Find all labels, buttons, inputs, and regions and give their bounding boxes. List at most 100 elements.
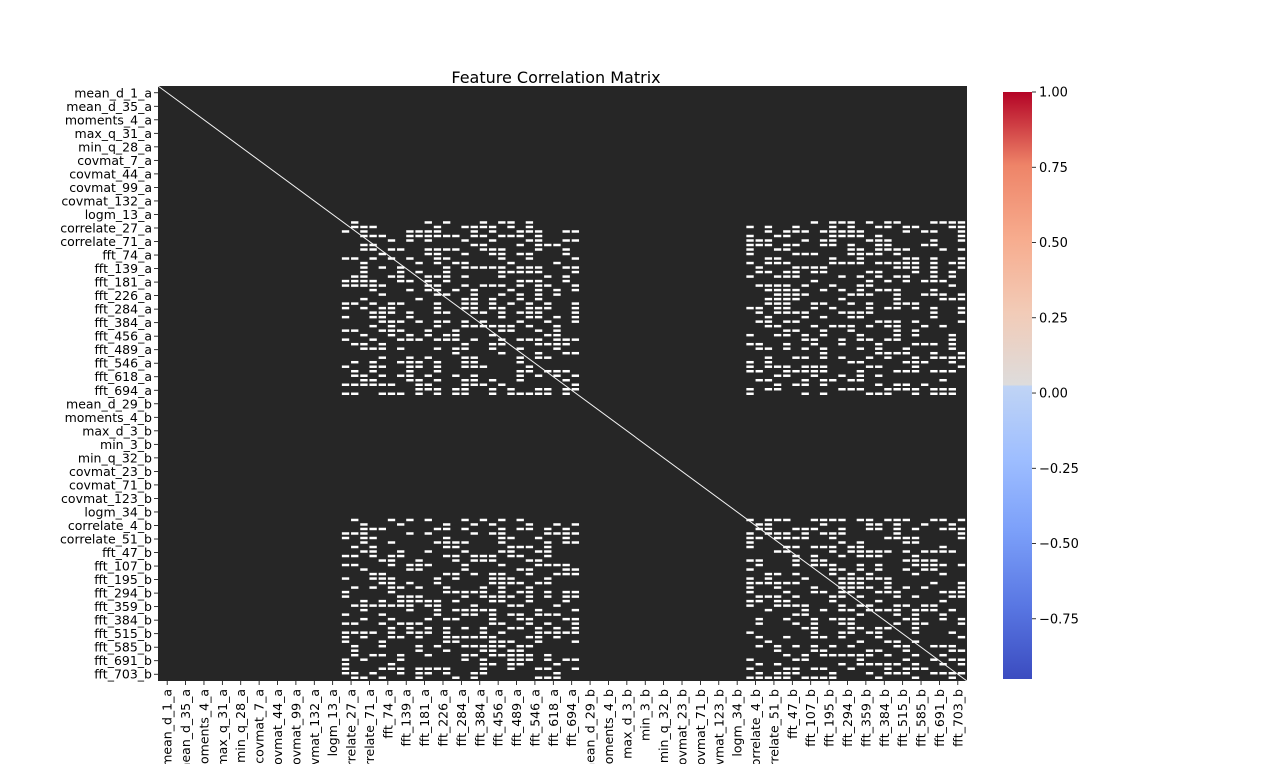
heatmap-streak [847, 360, 855, 364]
heatmap-streak [838, 297, 846, 301]
y-tick-label: fft_195_b [94, 572, 152, 587]
heatmap-streak [783, 667, 791, 670]
heatmap-streak [415, 378, 423, 382]
heatmap-streak [351, 342, 359, 346]
heatmap-streak [911, 608, 920, 612]
heatmap-streak [341, 230, 350, 233]
heatmap-streak [424, 248, 432, 251]
heatmap-streak [571, 667, 580, 670]
heatmap-streak [948, 360, 956, 364]
heatmap-streak [856, 613, 865, 616]
heatmap-streak [516, 581, 524, 585]
heatmap-streak [865, 550, 874, 553]
heatmap-streak [415, 586, 423, 589]
y-tick-label: min_q_28_a [78, 139, 152, 154]
heatmap-streak [461, 626, 469, 630]
heatmap-streak [746, 604, 754, 607]
heatmap-streak [516, 297, 524, 301]
heatmap-streak [397, 635, 405, 639]
heatmap-streak [884, 225, 892, 229]
heatmap-streak [415, 383, 423, 386]
heatmap-streak [516, 279, 524, 283]
heatmap-streak [498, 532, 506, 535]
heatmap-streak [755, 563, 763, 567]
heatmap-streak [571, 532, 580, 535]
heatmap-streak [571, 541, 580, 544]
y-tick-label: correlate_71_a [60, 234, 152, 249]
heatmap-streak [875, 577, 883, 580]
heatmap-streak [829, 653, 837, 657]
colorbar-ticks: 1.000.750.500.250.00−0.25−0.50−0.75 [1032, 86, 1079, 627]
x-tick-label: correlate_27_a [344, 689, 359, 764]
heatmap-streak [847, 329, 855, 332]
heatmap-streak [783, 234, 791, 238]
heatmap-streak [470, 671, 478, 675]
heatmap-streak [369, 243, 377, 247]
heatmap-streak [397, 523, 405, 526]
heatmap-streak [424, 239, 432, 242]
heatmap-streak [884, 338, 892, 341]
heatmap-streak [884, 221, 892, 224]
heatmap-streak [488, 225, 497, 229]
heatmap-streak [479, 658, 488, 661]
heatmap-streak [902, 518, 910, 522]
heatmap-streak [442, 221, 451, 224]
heatmap-streak [442, 293, 451, 296]
heatmap-streak [341, 595, 350, 598]
heatmap-streak [516, 604, 524, 607]
heatmap-streak [488, 613, 497, 616]
heatmap-streak [341, 532, 350, 535]
heatmap-streak [911, 622, 920, 625]
heatmap-streak [838, 338, 846, 341]
heatmap-streak [360, 676, 368, 679]
heatmap-streak [461, 595, 469, 598]
heatmap-streak [911, 320, 920, 323]
heatmap-streak [470, 311, 478, 314]
heatmap-streak [442, 275, 451, 278]
heatmap-streak [470, 559, 478, 562]
heatmap-streak [773, 302, 782, 305]
heatmap-streak [764, 302, 773, 305]
y-tick-label: fft_107_b [94, 559, 152, 574]
heatmap-streak [829, 644, 837, 648]
heatmap-streak [948, 550, 956, 553]
heatmap-streak [792, 527, 800, 531]
heatmap-streak [351, 554, 359, 558]
heatmap-streak [902, 671, 910, 675]
heatmap-streak [461, 356, 469, 359]
heatmap-streak [553, 329, 561, 332]
heatmap-streak [507, 536, 515, 540]
heatmap-streak [930, 261, 938, 265]
heatmap-streak [360, 550, 368, 553]
heatmap-streak [893, 288, 901, 292]
heatmap-streak [544, 554, 552, 558]
heatmap-streak [911, 261, 920, 265]
heatmap-streak [571, 338, 580, 341]
x-tick-label: min_3_b [638, 689, 653, 741]
heatmap-streak [810, 374, 819, 377]
heatmap-streak [911, 527, 920, 531]
y-tick-label: logm_13_a [85, 207, 152, 222]
heatmap-streak [452, 554, 460, 558]
heatmap-streak [875, 275, 883, 278]
heatmap-streak [516, 293, 524, 296]
heatmap-streak [856, 577, 865, 580]
heatmap-streak [893, 532, 901, 535]
y-tick-label: covmat_7_a [77, 153, 152, 168]
x-tick-label: fft_691_b [932, 689, 947, 747]
heatmap-streak [875, 239, 883, 242]
heatmap-streak [893, 523, 901, 526]
heatmap-streak [369, 257, 377, 260]
heatmap [157, 85, 968, 682]
heatmap-streak [875, 626, 883, 630]
heatmap-streak [378, 306, 386, 310]
heatmap-streak [783, 347, 791, 350]
x-tick-label: fft_456_a [491, 689, 506, 747]
heatmap-streak [957, 536, 966, 540]
heatmap-streak [360, 541, 368, 544]
heatmap-streak [792, 293, 800, 296]
heatmap-streak [525, 311, 534, 314]
heatmap-streak [415, 563, 423, 567]
heatmap-streak [819, 347, 828, 350]
heatmap-streak [360, 243, 368, 247]
